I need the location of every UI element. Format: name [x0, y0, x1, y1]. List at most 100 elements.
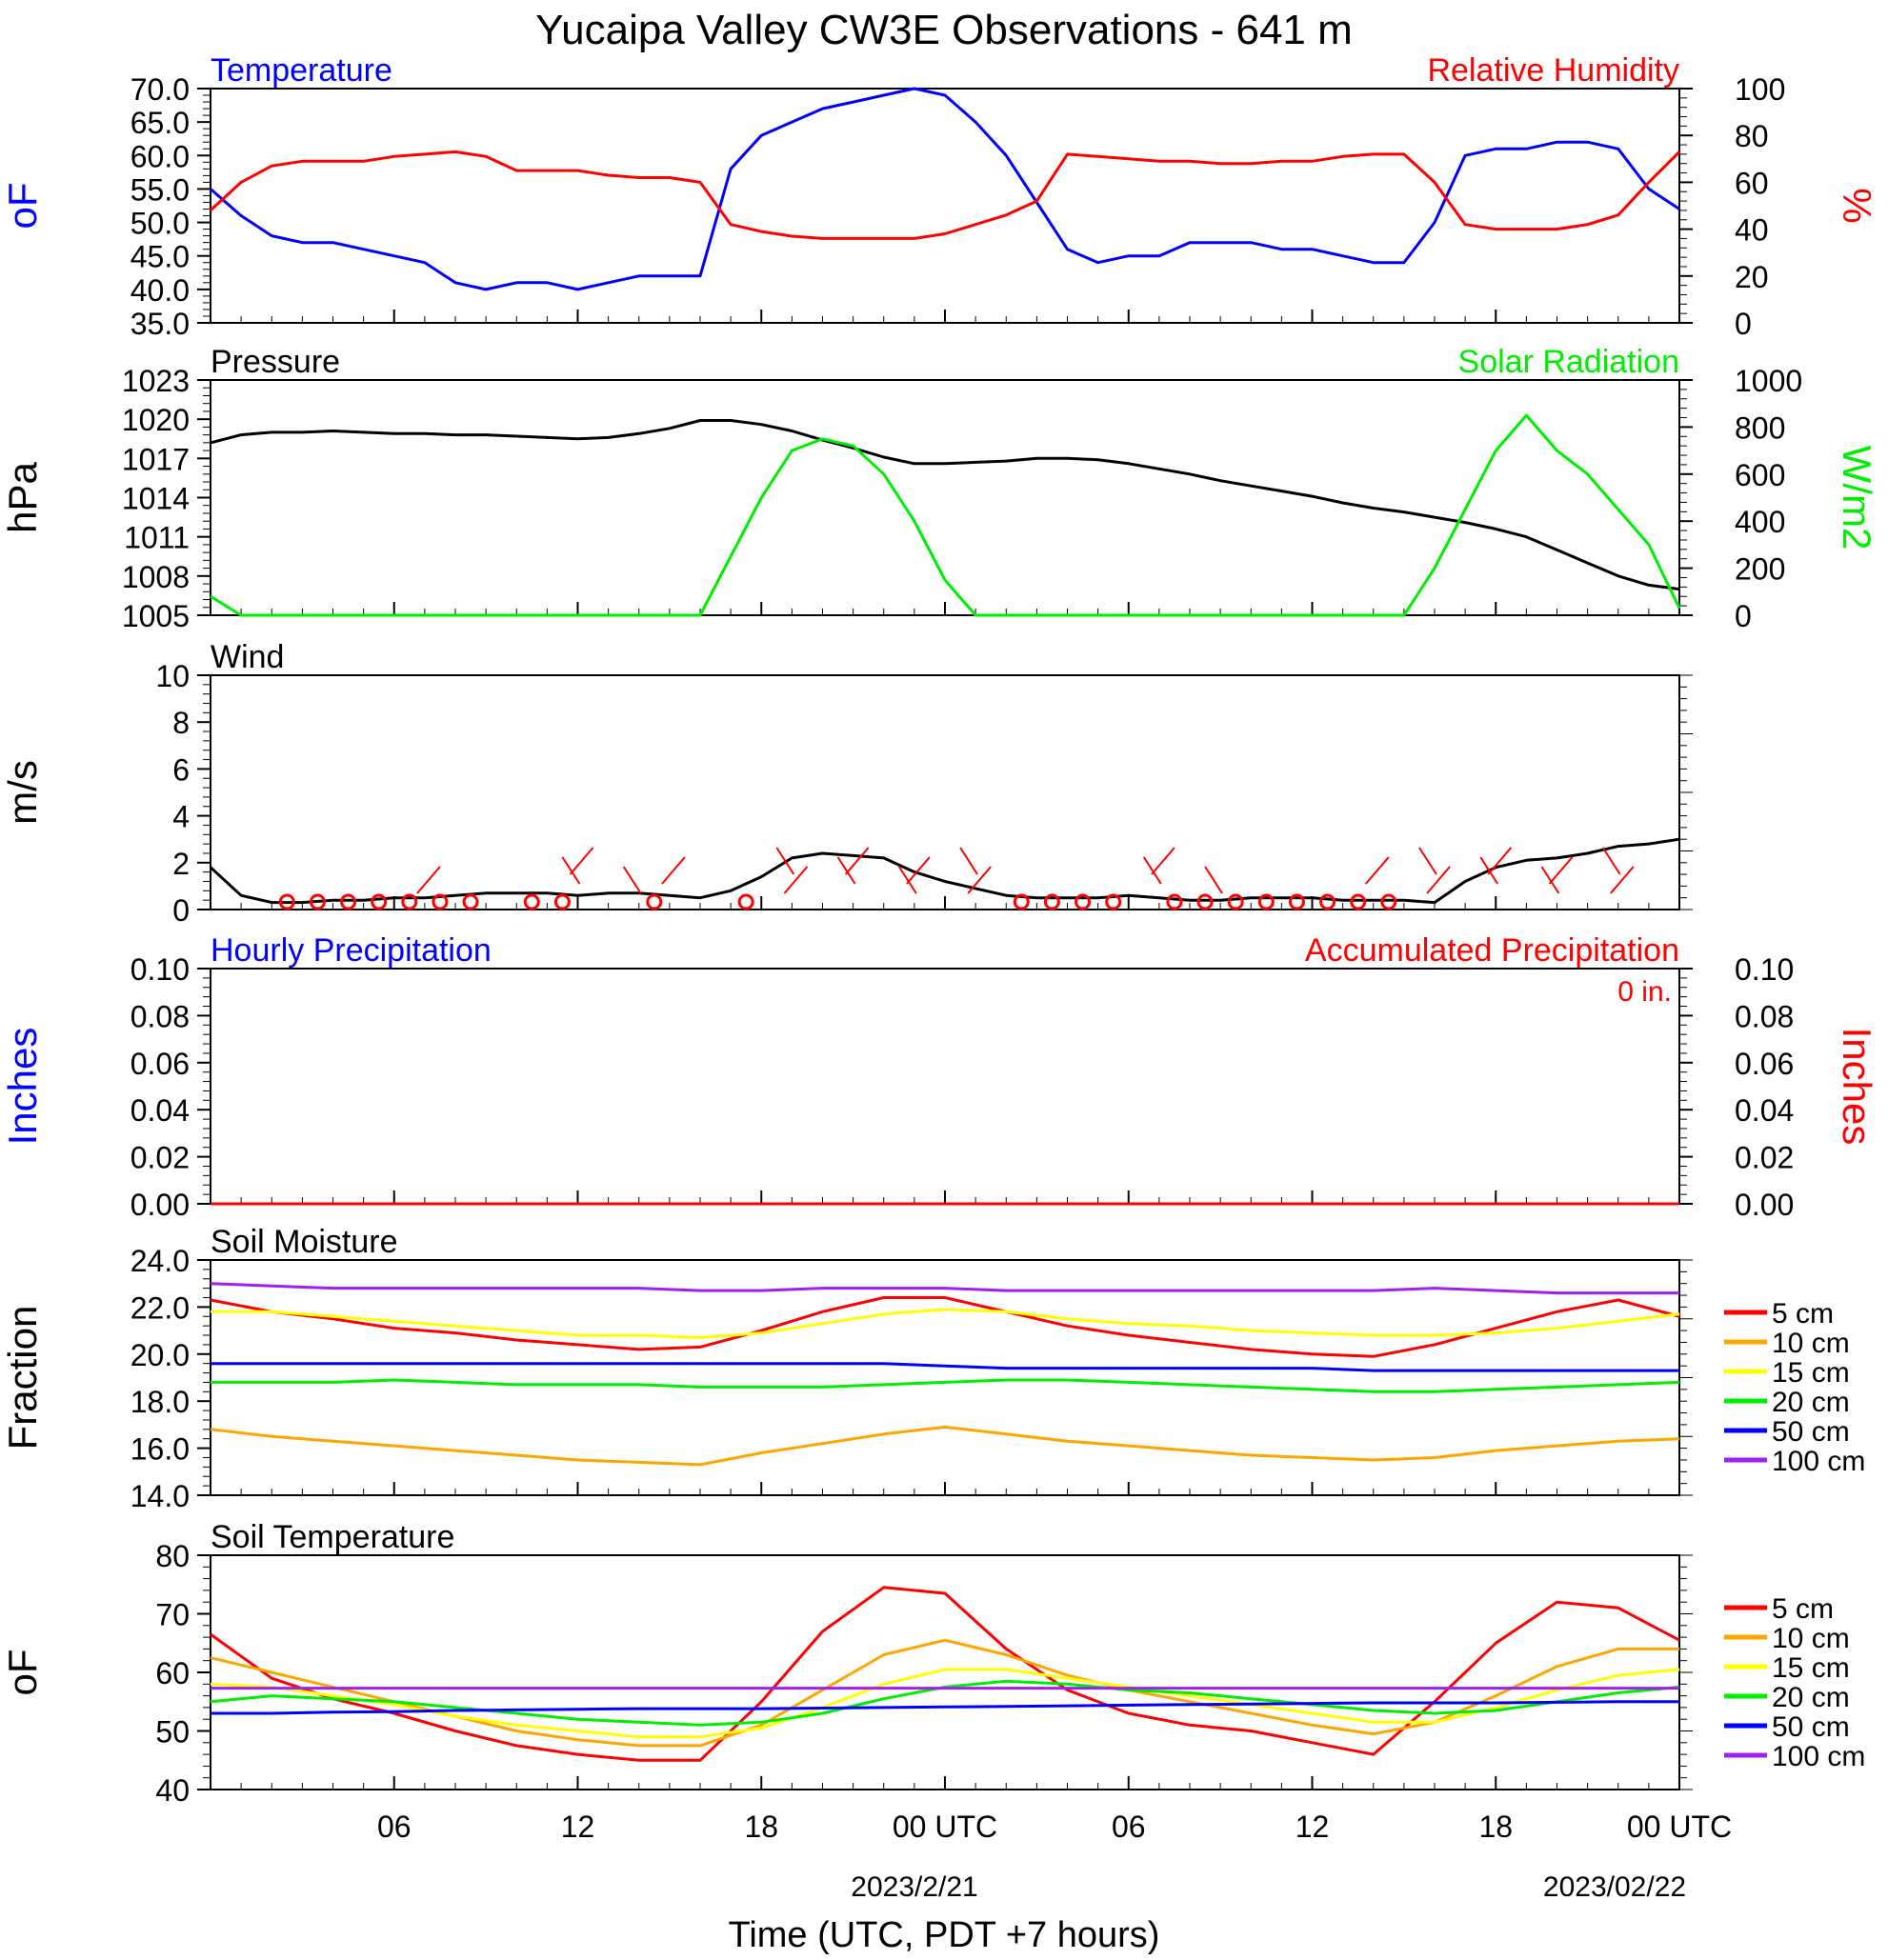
wind-barb — [1601, 847, 1621, 875]
y-axis-label-right: W/m2 — [1835, 446, 1879, 550]
x-tick-label: 06 — [1112, 1810, 1146, 1844]
panel-title-left: Temperature — [211, 52, 392, 89]
calm-wind-marker — [523, 893, 540, 910]
left-tick-label: 60.0 — [131, 139, 190, 173]
calm-wind-marker — [432, 893, 449, 910]
calm-wind-marker — [401, 893, 418, 910]
left-tick-label: 80 — [155, 1539, 190, 1573]
wind-barb — [1610, 866, 1635, 894]
panel-frame — [210, 88, 1680, 324]
calm-wind-marker — [462, 893, 479, 910]
y-axis-label-right: % — [1835, 188, 1879, 223]
series-line-15-cm — [210, 1668, 1680, 1739]
panel-title-left: Wind — [211, 639, 284, 675]
legend-label: 50 cm — [1772, 1416, 1850, 1448]
right-tick-label: 0.04 — [1735, 1093, 1794, 1128]
panel-pressure_solar: Pressure Solar Radiation 1023 1020 1017 1014 1… — [0, 344, 1879, 633]
calm-wind-marker — [646, 893, 663, 910]
left-tick-label: 1017 — [122, 442, 190, 476]
legend-label: 20 cm — [1772, 1682, 1850, 1713]
legend-label: 5 cm — [1772, 1298, 1834, 1330]
right-tick-label: 0.00 — [1735, 1188, 1794, 1222]
chart-title: Yucaipa Valley CW3E Observations - 641 m — [535, 7, 1353, 53]
right-tick-label: 0.06 — [1735, 1047, 1794, 1081]
x-tick-label: 12 — [561, 1810, 595, 1844]
left-tick-label: 6 — [172, 752, 190, 787]
panel-frame — [210, 1259, 1680, 1496]
left-tick-label: 40.0 — [131, 273, 190, 308]
x-tick-label: 12 — [1295, 1810, 1330, 1844]
right-tick-label: 100 — [1735, 72, 1785, 107]
calm-wind-marker — [371, 893, 388, 910]
left-tick-label: 65.0 — [131, 106, 190, 140]
left-tick-label: 8 — [172, 706, 190, 740]
calm-wind-marker — [1043, 893, 1060, 910]
panel-frame — [210, 1554, 1680, 1790]
panel-title-left: Hourly Precipitation — [211, 932, 492, 969]
right-tick-label: 40 — [1735, 213, 1769, 248]
calm-wind-marker — [1257, 893, 1275, 910]
right-tick-label: 0 — [1735, 599, 1752, 633]
legend-label: 15 cm — [1772, 1652, 1850, 1684]
x-tick-label: 06 — [377, 1810, 412, 1844]
date-label-2: 2023/02/22 — [1543, 1871, 1686, 1903]
left-tick-label: 0 — [172, 893, 190, 928]
x-tick-label: 00 UTC — [893, 1810, 997, 1844]
wind-barb — [1204, 866, 1223, 894]
y-axis-label-left: oF — [0, 1649, 45, 1695]
right-tick-label: 20 — [1735, 260, 1769, 294]
x-tick-label: 18 — [1478, 1810, 1513, 1844]
panel-title-right: Solar Radiation — [1458, 344, 1679, 380]
calm-wind-marker — [1319, 893, 1336, 910]
wind-barb — [783, 866, 809, 894]
wind-barb — [1142, 856, 1162, 885]
wind-barb — [416, 866, 441, 894]
calm-wind-marker — [1196, 893, 1214, 910]
panel-temperature_humidity: Temperature Relative Humidity 70.065.060.0… — [0, 52, 1879, 341]
panel-title-left: Soil Moisture — [211, 1224, 398, 1260]
legend-label: 10 cm — [1772, 1623, 1850, 1654]
right-tick-label: 0.08 — [1735, 999, 1794, 1033]
right-tick-label: 1000 — [1735, 364, 1802, 398]
series-line-solar-radiation — [210, 413, 1681, 617]
y-axis-label-left: oF — [0, 182, 45, 229]
series-line-temperature — [210, 87, 1680, 291]
calm-wind-marker — [1166, 893, 1183, 910]
wind-barb — [1548, 856, 1574, 885]
left-tick-label: 50 — [155, 1715, 190, 1750]
panel-wind: Wind 10 8 6 4 2 0 m/s — [0, 639, 1693, 928]
left-tick-label: 20.0 — [131, 1338, 190, 1372]
series-line-20-cm — [211, 1378, 1680, 1393]
series-line-wind — [209, 837, 1680, 905]
right-tick-label: 60 — [1735, 166, 1769, 200]
left-tick-label: 18.0 — [131, 1385, 190, 1419]
left-tick-label: 55.0 — [131, 172, 190, 207]
calm-wind-marker — [1350, 893, 1367, 910]
series-line-100-cm — [210, 1282, 1679, 1295]
wind-barb — [1540, 866, 1560, 894]
series-line-5-cm — [210, 1296, 1680, 1358]
left-tick-label: 4 — [172, 800, 190, 834]
wind-barb — [897, 866, 917, 894]
left-tick-label: 14.0 — [131, 1479, 190, 1513]
wind-barb — [959, 847, 978, 875]
legend-label: 10 cm — [1772, 1328, 1850, 1359]
series-line-15-cm — [211, 1308, 1680, 1339]
panel-frame — [210, 968, 1680, 1205]
legend-label: 20 cm — [1772, 1387, 1850, 1418]
calm-wind-marker — [1075, 893, 1092, 910]
calm-wind-marker — [340, 893, 357, 910]
left-tick-label: 70 — [155, 1598, 190, 1632]
panel-title-right: Relative Humidity — [1427, 52, 1679, 89]
left-tick-label: 35.0 — [131, 307, 190, 341]
panel-frame — [210, 674, 1680, 910]
wind-barb — [569, 847, 594, 875]
series-line-10-cm — [210, 1638, 1679, 1748]
legend-label: 50 cm — [1772, 1711, 1850, 1743]
left-tick-label: 16.0 — [131, 1432, 190, 1467]
left-tick-label: 70.0 — [131, 72, 190, 107]
left-tick-label: 0.08 — [131, 999, 190, 1033]
